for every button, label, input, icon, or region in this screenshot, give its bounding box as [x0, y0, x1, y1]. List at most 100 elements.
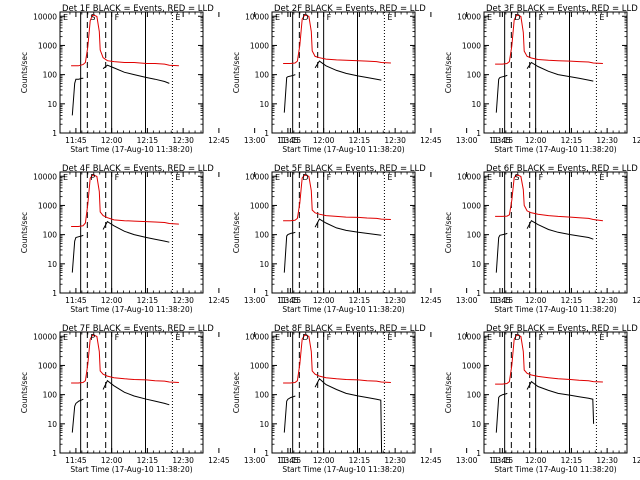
y-tick-label: 1	[52, 289, 57, 298]
plot-frame	[59, 331, 204, 454]
x-tick-label: 12:00	[101, 456, 123, 465]
marker-lines	[292, 12, 385, 133]
marker-label: D	[514, 333, 520, 342]
marker-label: S	[514, 173, 519, 182]
x-tick-label: 12:15	[137, 136, 159, 145]
y-tick-label: 1000	[462, 201, 481, 210]
x-tick-label: 12:15	[137, 296, 159, 305]
y-axis-label: Counts/sec	[232, 372, 241, 413]
y-tick-label: 10	[47, 100, 57, 109]
marker-label: E	[275, 13, 280, 22]
marker-label: S	[90, 13, 95, 22]
marker-label: E	[63, 13, 68, 22]
events-series-line	[495, 220, 594, 273]
lld-series-line	[71, 334, 179, 384]
y-tick-label: 10	[47, 420, 57, 429]
y-tick-label: 10	[471, 420, 481, 429]
marker-label: P	[90, 173, 95, 182]
marker-label: E	[599, 173, 604, 182]
x-tick-label: 12:00	[313, 136, 335, 145]
y-tick-label: 10000	[457, 12, 481, 21]
panel-title: Det 5F BLACK = Events, RED = LLD	[274, 164, 426, 174]
marker-label: D	[302, 333, 308, 342]
plot-frame	[483, 171, 628, 294]
x-tick-label: 13:00	[244, 296, 266, 305]
x-tick-label: 11:45	[277, 296, 299, 305]
marker-lines	[292, 332, 385, 453]
marker-label: E	[487, 13, 492, 22]
y-tick-label: 10000	[245, 172, 269, 181]
y-tick-label: 100	[43, 391, 58, 400]
marker-label: F	[539, 173, 544, 182]
x-tick-label: 13:15	[280, 456, 302, 465]
y-tick-label: 1	[476, 449, 481, 458]
marker-label: E	[387, 173, 392, 182]
y-axis-label: Counts/sec	[444, 212, 453, 253]
y-tick-label: 10000	[33, 12, 57, 21]
y-tick-label: 1000	[38, 41, 57, 50]
events-series-line	[71, 220, 170, 273]
x-tick-label: 12:45	[420, 296, 442, 305]
y-tick-label: 10000	[245, 12, 269, 21]
y-tick-label: 10000	[33, 172, 57, 181]
panel-title: Det 6F BLACK = Events, RED = LLD	[486, 164, 638, 174]
x-tick-label: 12:45	[208, 296, 230, 305]
x-tick-label: 12:30	[172, 296, 194, 305]
y-tick-label: 10	[471, 260, 481, 269]
x-tick-label: 12:15	[561, 296, 583, 305]
events-series-line	[283, 60, 382, 113]
plot-frame	[483, 11, 628, 134]
y-tick-label: 10000	[33, 332, 57, 341]
marker-label: E	[599, 333, 604, 342]
marker-lines	[504, 332, 597, 453]
y-tick-label: 1	[264, 449, 269, 458]
panel-title: Det 7F BLACK = Events, RED = LLD	[62, 324, 214, 334]
y-tick-label: 1000	[462, 41, 481, 50]
y-tick-label: 1	[476, 289, 481, 298]
plot-frame	[271, 331, 416, 454]
x-tick-label: 13:00	[244, 456, 266, 465]
x-tick-label: 12:00	[313, 456, 335, 465]
y-tick-label: 100	[43, 231, 58, 240]
y-axis-label: Counts/sec	[20, 52, 29, 93]
x-tick-label: 12:30	[172, 136, 194, 145]
panel-title: Det 1F BLACK = Events, RED = LLD	[62, 4, 214, 14]
x-tick-label: 13:00	[244, 136, 266, 145]
x-tick-label: 13:15	[280, 136, 302, 145]
x-tick-label: 13:00	[456, 456, 478, 465]
lld-series-line	[283, 174, 391, 222]
panel-title: Det 2F BLACK = Events, RED = LLD	[274, 4, 426, 14]
marker-lines	[80, 332, 173, 453]
y-tick-label: 10000	[245, 332, 269, 341]
x-tick-label: 13:00	[456, 296, 478, 305]
marker-label: D	[514, 13, 520, 22]
y-axis-label: Counts/sec	[444, 52, 453, 93]
panel-title: Det 3F BLACK = Events, RED = LLD	[486, 4, 638, 14]
plot-frame	[271, 11, 416, 134]
x-tick-label: 13:15	[492, 456, 514, 465]
y-tick-label: 1	[476, 129, 481, 138]
x-tick-label: 12:00	[525, 136, 547, 145]
lld-series-line	[71, 174, 179, 227]
marker-label: E	[175, 13, 180, 22]
x-tick-label: 11:45	[489, 456, 511, 465]
x-tick-label: 11:45	[65, 456, 87, 465]
y-axis-label: Counts/sec	[232, 212, 241, 253]
marker-label: E	[387, 333, 392, 342]
lld-series-line	[283, 334, 391, 384]
marker-label: D	[302, 13, 308, 22]
marker-label: F	[539, 333, 544, 342]
y-tick-label: 100	[255, 71, 270, 80]
y-axis-label: Counts/sec	[232, 52, 241, 93]
x-axis-label: Start Time (17-Aug-10 11:38:20)	[494, 305, 616, 314]
events-series-line	[283, 378, 383, 453]
x-tick-label: 11:45	[65, 296, 87, 305]
x-tick-label: 12:00	[101, 296, 123, 305]
y-tick-label: 100	[43, 71, 58, 80]
